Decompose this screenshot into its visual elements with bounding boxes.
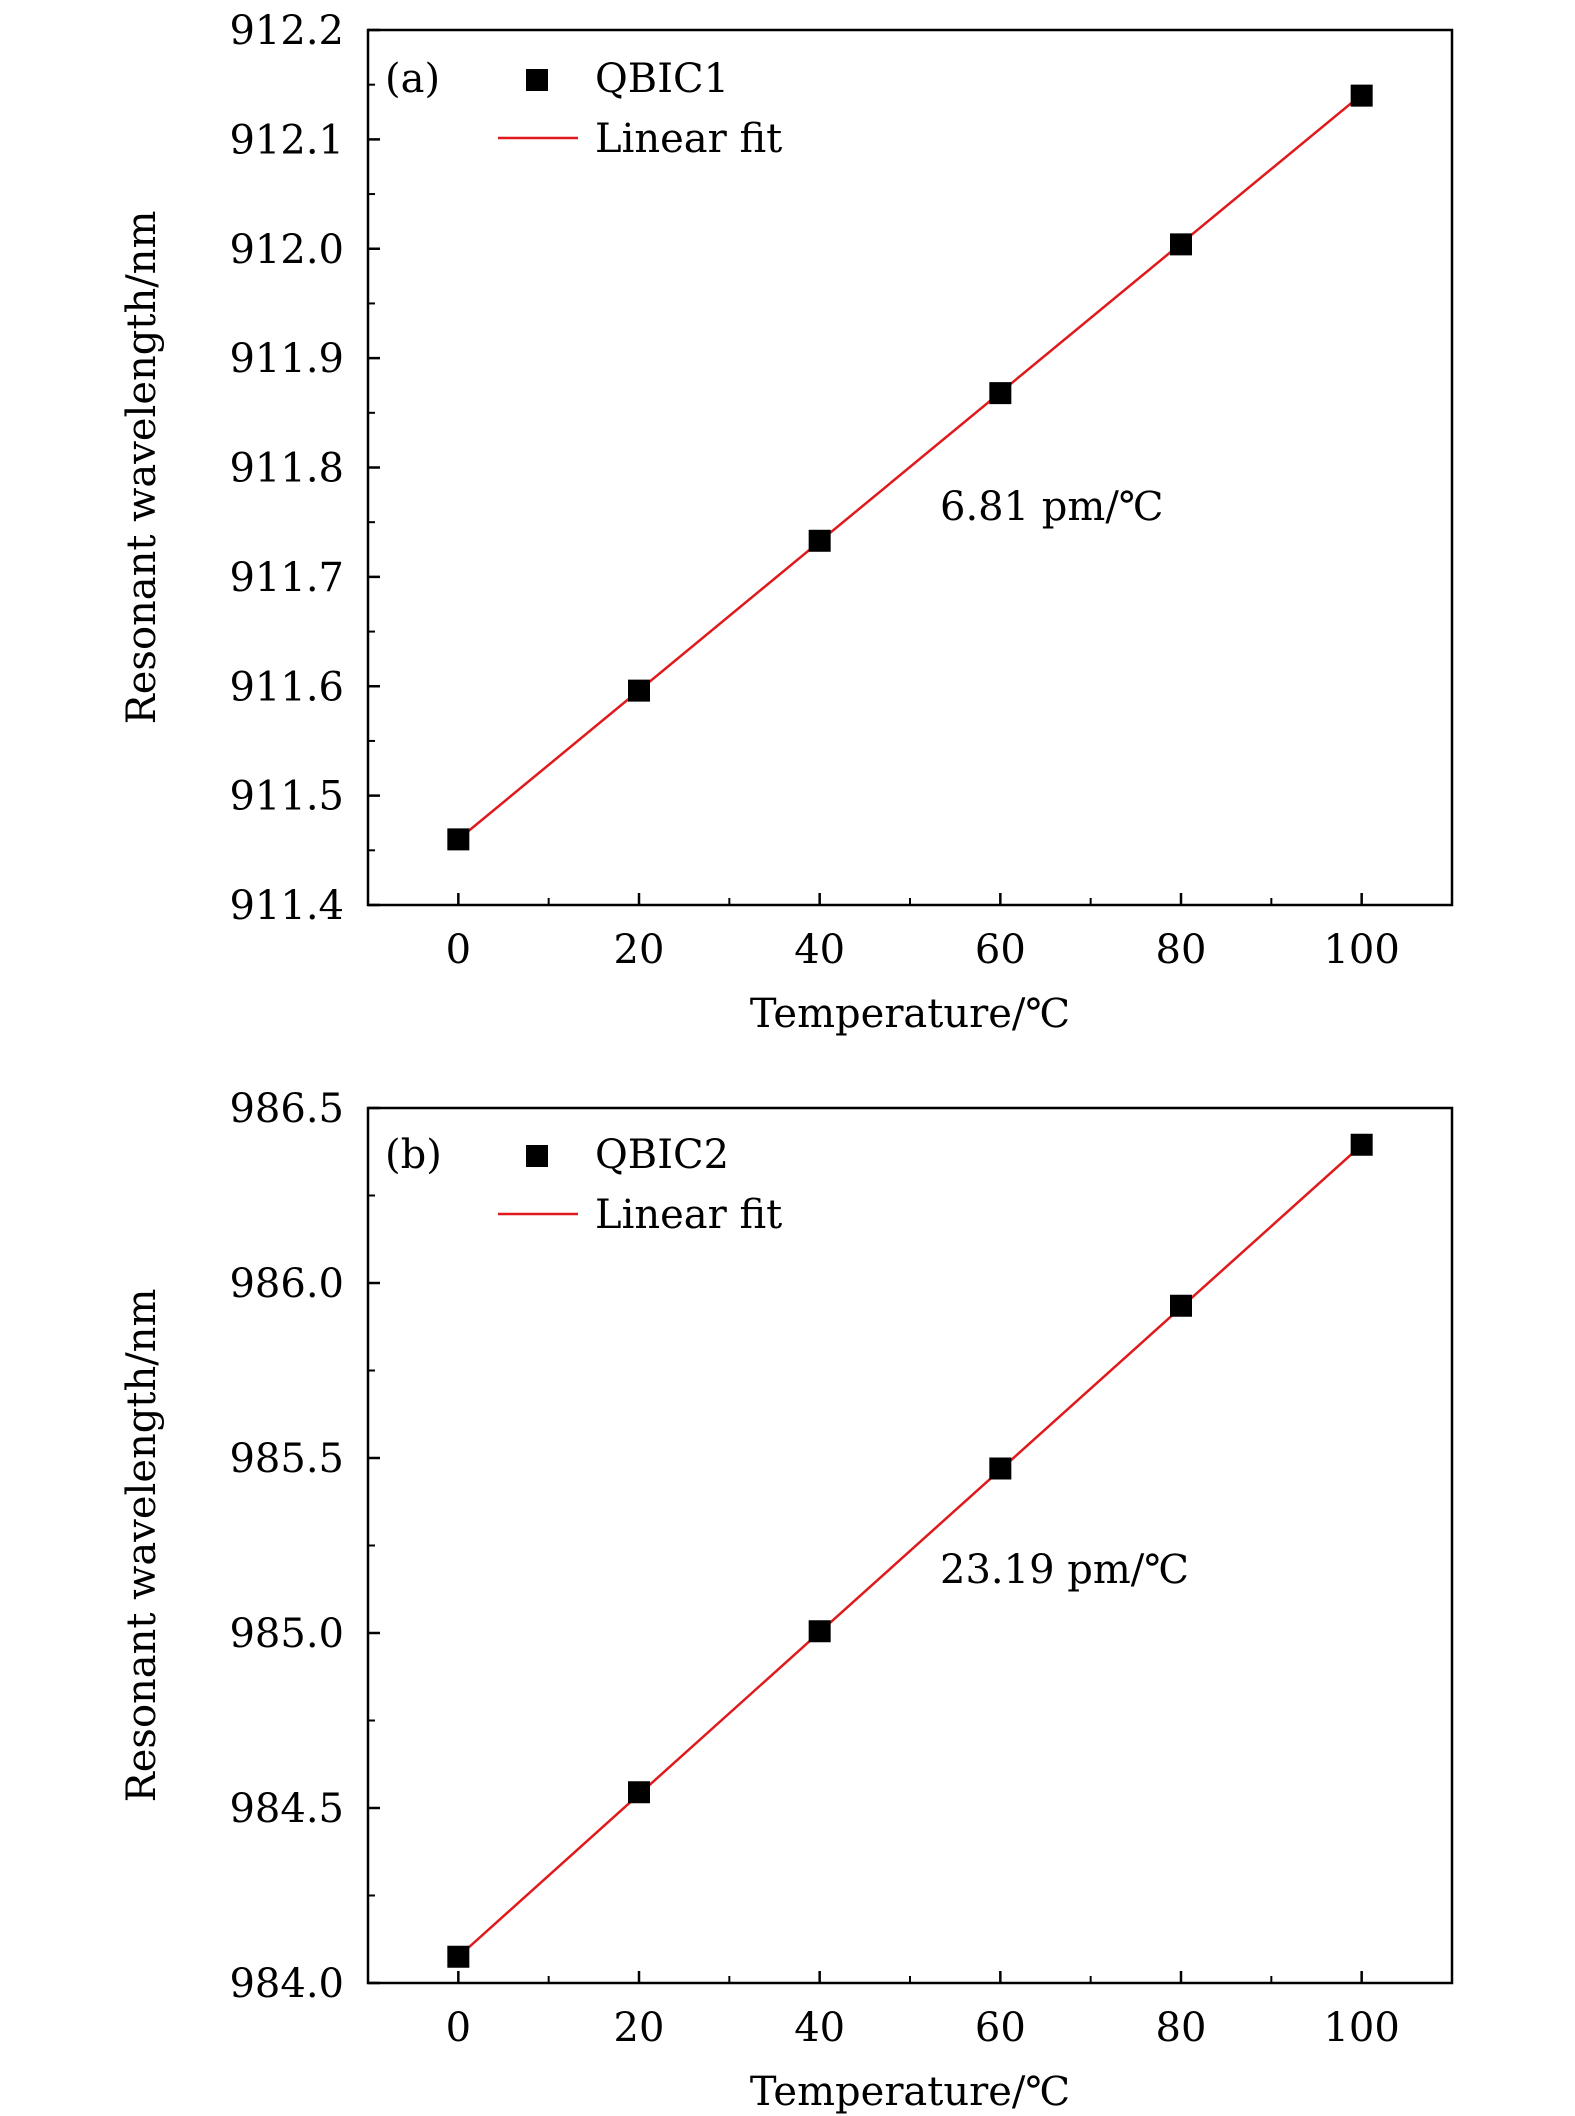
slope-annotation: 6.81 pm/℃	[940, 484, 1164, 530]
data-point	[989, 382, 1012, 405]
x-axis-label: Temperature/℃	[750, 2069, 1070, 2115]
data-point	[447, 1945, 470, 1968]
legend-label: QBIC2	[595, 1132, 729, 1178]
y-tick-label: 986.5	[229, 1086, 344, 1132]
data-point	[808, 1620, 831, 1643]
x-tick-label: 60	[975, 927, 1026, 973]
legend-label: QBIC1	[595, 56, 729, 102]
y-tick-label: 911.9	[229, 336, 344, 382]
data-point	[1350, 84, 1373, 107]
panel-label: (a)	[385, 56, 440, 102]
x-tick-label: 40	[794, 927, 845, 973]
y-tick-label: 911.5	[229, 774, 344, 820]
y-tick-label: 986.0	[229, 1261, 344, 1307]
x-tick-label: 80	[1156, 2005, 1207, 2051]
y-tick-label: 912.2	[229, 8, 344, 54]
y-axis-label: Resonant wavelength/nm	[119, 1289, 165, 1803]
legend-marker	[526, 69, 548, 91]
y-tick-label: 985.5	[229, 1436, 344, 1482]
data-point	[808, 529, 831, 552]
x-tick-label: 100	[1323, 927, 1399, 973]
x-tick-label: 60	[975, 2005, 1026, 2051]
legend-fit-label: Linear fit	[595, 116, 782, 162]
plot-frame	[366, 1106, 1454, 1985]
y-tick-label: 985.0	[229, 1611, 344, 1657]
data-point	[1170, 1294, 1192, 1317]
data-point	[1170, 233, 1192, 256]
x-tick-label: 0	[446, 2005, 471, 2051]
y-tick-label: 912.0	[229, 227, 344, 273]
chart-panel-b: 0 20 40 60 80 100 984.0 984.5 985.0 985.5 986.0 986…	[119, 1086, 1454, 2115]
data-point	[989, 1457, 1012, 1480]
y-tick-label: 911.8	[229, 446, 344, 492]
y-tick-label: 984.0	[229, 1961, 344, 2007]
x-axis-label: Temperature/℃	[750, 991, 1070, 1037]
x-tick-label: 0	[446, 927, 471, 973]
y-tick-label: 912.1	[229, 117, 344, 163]
y-tick-label: 911.6	[229, 664, 344, 710]
x-tick-label: 40	[794, 2005, 845, 2051]
x-tick-label: 20	[614, 2005, 665, 2051]
legend-marker	[526, 1145, 548, 1167]
y-tick-label: 911.4	[229, 883, 344, 929]
fit-line	[457, 93, 1363, 841]
y-tick-label: 984.5	[229, 1786, 344, 1832]
legend-fit-label: Linear fit	[595, 1192, 782, 1238]
data-point	[1350, 1133, 1373, 1156]
fit-line	[457, 1144, 1363, 1958]
data-point	[628, 679, 650, 702]
y-axis-label: Resonant wavelength/nm	[119, 211, 165, 725]
data-point	[447, 828, 470, 851]
x-tick-label: 20	[614, 927, 665, 973]
x-tick-label: 80	[1156, 927, 1207, 973]
x-tick-label: 100	[1323, 2005, 1399, 2051]
panel-label: (b)	[385, 1132, 442, 1178]
data-point	[628, 1781, 650, 1804]
chart-panel-a: 0 20 40 60 80 100 911.4 911.5 911.6 911.7 911.8 911…	[119, 8, 1454, 1037]
y-tick-label: 911.7	[229, 555, 344, 601]
slope-annotation: 23.19 pm/℃	[940, 1547, 1189, 1593]
